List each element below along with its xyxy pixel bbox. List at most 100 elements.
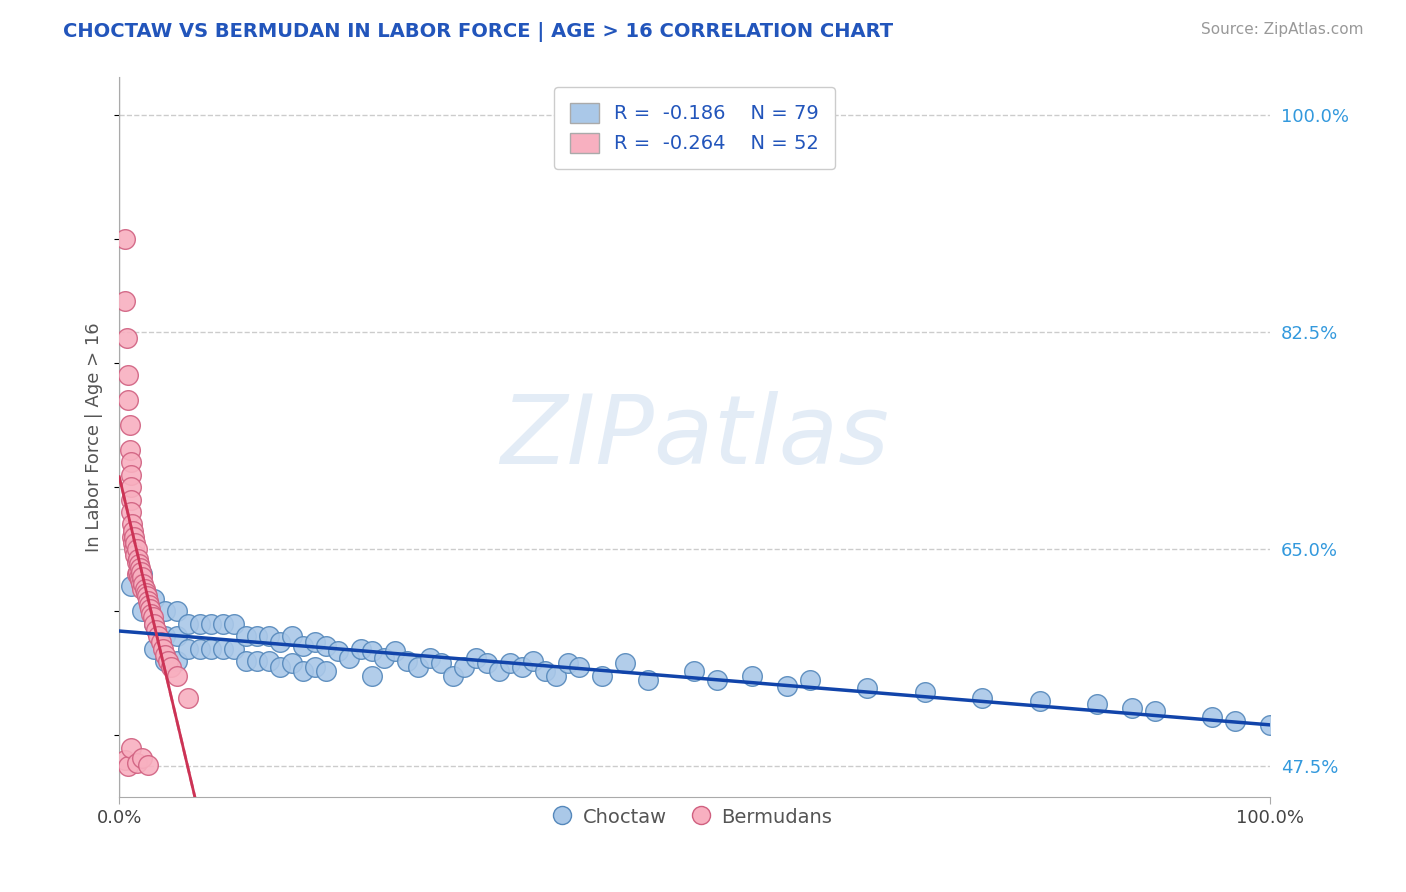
Point (152, 641, 174, 656)
Point (120, 505, 142, 519)
Point (138, 598, 160, 612)
Point (799, 673, 821, 687)
Point (188, 641, 211, 656)
Y-axis label: In Labor Force | Age > 16: In Labor Force | Age > 16 (86, 323, 103, 552)
Point (534, 664, 557, 678)
Point (129, 565, 152, 579)
Point (224, 616, 246, 631)
Point (125, 567, 148, 582)
Point (188, 616, 211, 631)
Point (499, 657, 522, 671)
Point (510, 660, 533, 674)
Point (211, 616, 233, 631)
Point (125, 555, 148, 569)
Point (141, 607, 163, 621)
Text: CHOCTAW VS BERMUDAN IN LABOR FORCE | AGE > 16 CORRELATION CHART: CHOCTAW VS BERMUDAN IN LABOR FORCE | AGE… (63, 22, 893, 42)
Point (127, 565, 149, 579)
Point (142, 610, 165, 624)
Point (121, 530, 143, 544)
Point (337, 651, 360, 665)
Point (246, 654, 269, 668)
Point (591, 669, 613, 683)
Point (120, 579, 142, 593)
Point (129, 561, 152, 575)
Point (1225, 714, 1247, 728)
Point (557, 657, 579, 671)
Point (129, 577, 152, 591)
Point (145, 623, 167, 637)
Point (127, 552, 149, 566)
Point (741, 669, 763, 683)
Point (120, 455, 142, 469)
Point (1028, 693, 1050, 707)
Point (292, 664, 315, 678)
Point (235, 654, 257, 668)
Point (419, 651, 441, 665)
Point (122, 530, 145, 544)
Point (155, 604, 177, 618)
Point (142, 616, 165, 631)
Point (477, 657, 499, 671)
Point (235, 629, 257, 643)
Point (972, 691, 994, 706)
Point (131, 582, 153, 596)
Point (131, 567, 153, 582)
Point (453, 660, 475, 674)
Point (315, 639, 337, 653)
Point (120, 467, 142, 482)
Point (361, 669, 384, 683)
Point (177, 616, 200, 631)
Point (408, 660, 430, 674)
Point (121, 517, 143, 532)
Point (149, 635, 172, 649)
Text: Source: ZipAtlas.com: Source: ZipAtlas.com (1201, 22, 1364, 37)
Point (224, 641, 246, 656)
Point (361, 644, 384, 658)
Point (373, 651, 395, 665)
Point (200, 641, 222, 656)
Point (166, 669, 188, 683)
Point (1258, 718, 1281, 732)
Legend: Choctaw, Bermudans: Choctaw, Bermudans (550, 799, 839, 835)
Point (430, 657, 453, 671)
Point (211, 641, 233, 656)
Point (129, 573, 152, 587)
Point (1085, 698, 1108, 712)
Point (326, 644, 349, 658)
Point (135, 585, 157, 599)
Point (488, 664, 510, 678)
Point (350, 641, 373, 656)
Point (1121, 701, 1143, 715)
Point (257, 654, 280, 668)
Point (257, 629, 280, 643)
Point (315, 664, 337, 678)
Point (114, 232, 136, 246)
Point (118, 442, 141, 457)
Point (120, 492, 142, 507)
Point (384, 644, 406, 658)
Point (122, 542, 145, 557)
Point (132, 577, 155, 591)
Point (125, 542, 148, 557)
Point (304, 660, 326, 674)
Point (142, 591, 165, 606)
Point (292, 639, 315, 653)
Point (281, 629, 304, 643)
Point (122, 524, 145, 538)
Point (464, 651, 486, 665)
Point (395, 654, 418, 668)
Point (269, 660, 291, 674)
Point (246, 629, 269, 643)
Point (441, 669, 464, 683)
Point (117, 393, 139, 408)
Point (683, 664, 706, 678)
Point (269, 635, 291, 649)
Point (120, 740, 142, 755)
Point (166, 654, 188, 668)
Point (142, 616, 165, 631)
Point (131, 604, 153, 618)
Point (136, 758, 159, 772)
Point (118, 418, 141, 433)
Point (177, 691, 200, 706)
Point (134, 582, 156, 596)
